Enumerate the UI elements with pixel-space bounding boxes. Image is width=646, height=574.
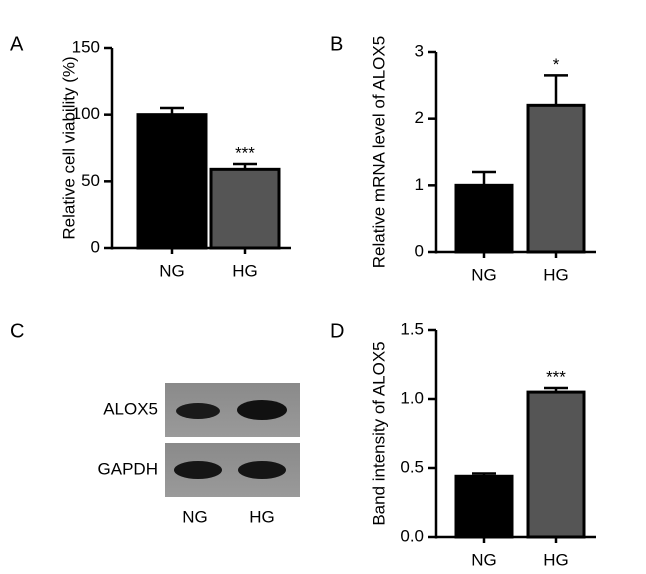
blot-row-label: ALOX5 (103, 399, 158, 418)
blot-band (174, 461, 222, 479)
x-tick-label: HG (543, 265, 569, 284)
x-tick-label: NG (471, 265, 497, 284)
bar (136, 113, 208, 250)
y-tick-label: 1.0 (400, 388, 424, 407)
panel-letter: D (330, 320, 344, 342)
y-tick-label: 0 (91, 237, 100, 256)
panel-letter: B (330, 33, 343, 55)
significance-label: * (553, 55, 560, 74)
significance-label: *** (546, 367, 566, 386)
y-tick-label: 0.5 (400, 457, 424, 476)
blot-row-label: GAPDH (98, 459, 158, 478)
panel-letter: A (10, 33, 24, 55)
y-axis-label: Band intensity of ALOX5 (369, 341, 388, 525)
y-tick-label: 1.5 (400, 319, 424, 338)
panel-letter: C (10, 320, 24, 342)
blot-lane-label: HG (249, 507, 275, 526)
bar (526, 390, 586, 539)
bar (209, 167, 281, 250)
y-tick-label: 100 (72, 104, 100, 123)
y-tick-label: 0 (415, 241, 424, 260)
bar (454, 474, 514, 539)
y-axis-label: Relative cell viability (%) (59, 56, 78, 239)
blot-band (238, 461, 286, 479)
x-tick-label: NG (159, 261, 185, 280)
bar (454, 183, 514, 254)
y-tick-label: 2 (415, 108, 424, 127)
blot-band (237, 400, 287, 420)
bar (526, 103, 586, 254)
x-tick-label: HG (543, 550, 569, 569)
blot-band (176, 403, 220, 419)
x-tick-label: NG (471, 550, 497, 569)
blot-lane-label: NG (182, 507, 208, 526)
y-tick-label: 0.0 (400, 526, 424, 545)
significance-label: *** (235, 143, 255, 162)
y-axis-label: Relative mRNA level of ALOX5 (369, 36, 388, 268)
y-tick-label: 150 (72, 37, 100, 56)
x-tick-label: HG (232, 261, 258, 280)
y-tick-label: 50 (81, 171, 100, 190)
y-tick-label: 3 (415, 41, 424, 60)
y-tick-label: 1 (415, 175, 424, 194)
